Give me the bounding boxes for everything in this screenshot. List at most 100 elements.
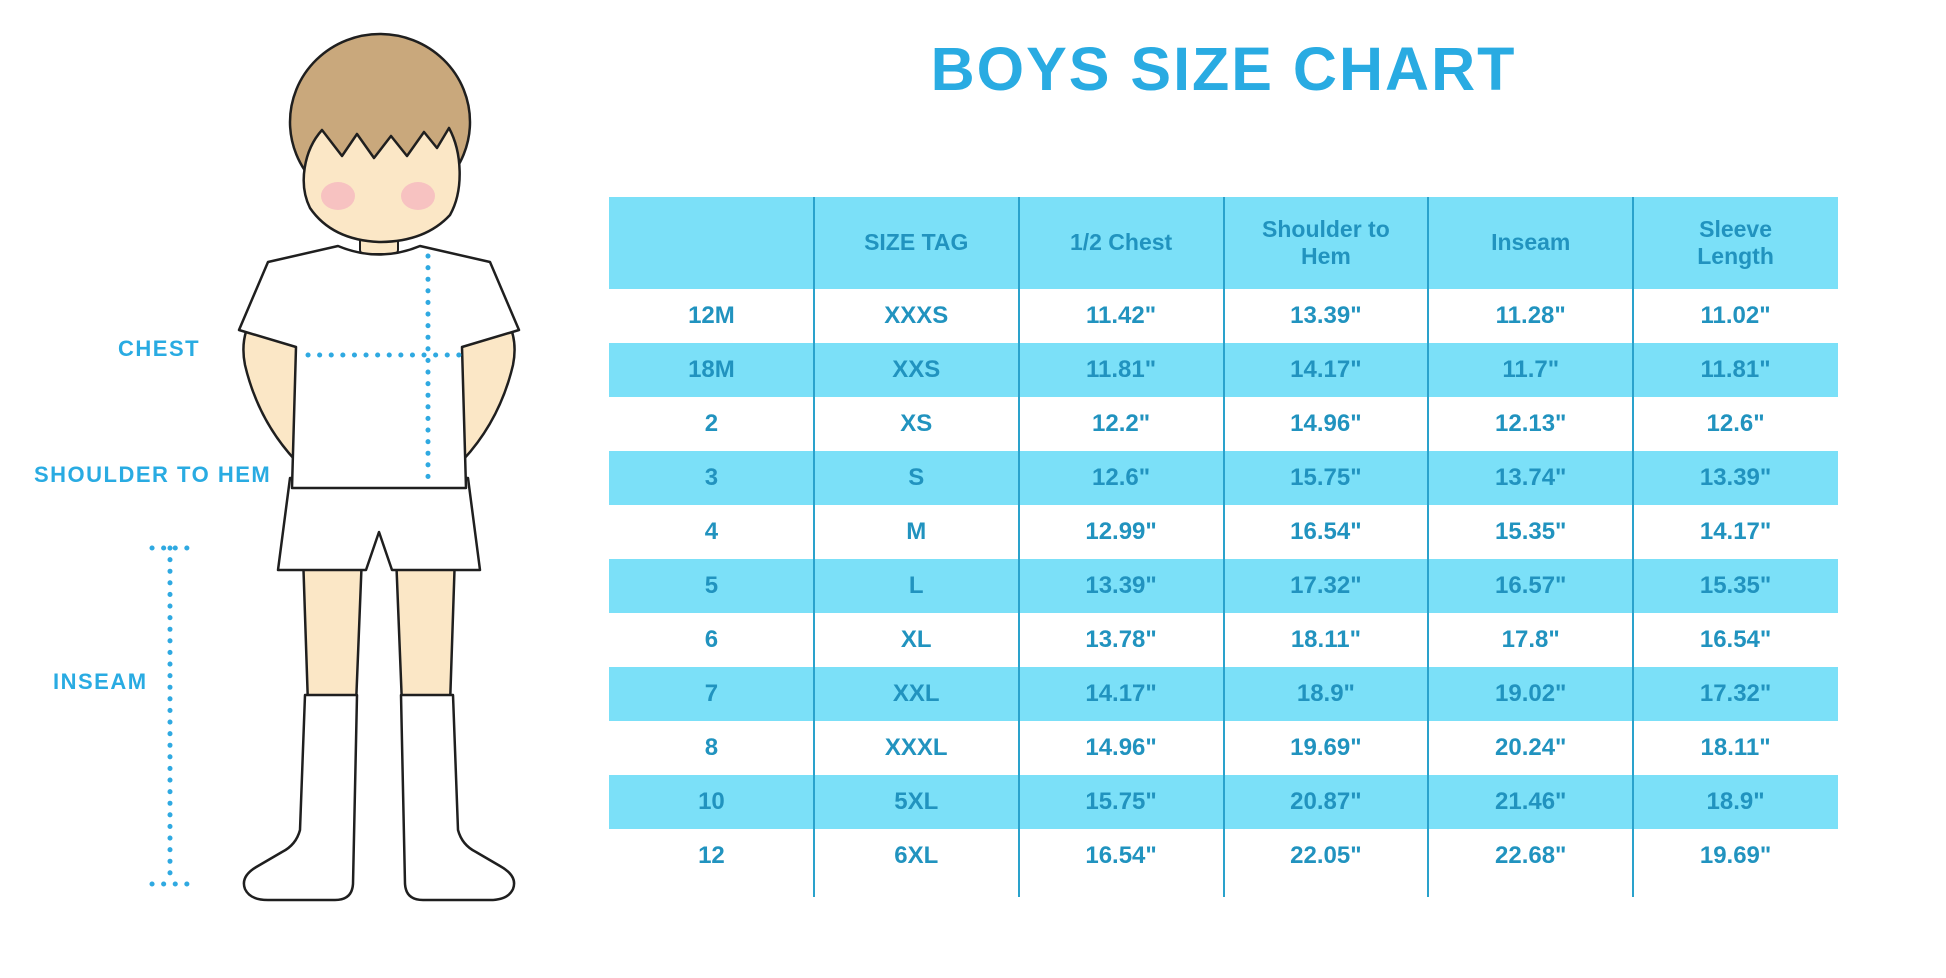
measurement-cell: 11.81" (1018, 343, 1224, 397)
measurement-cell: XXS (813, 343, 1019, 397)
measurement-cell: 14.17" (1633, 505, 1838, 559)
measurement-cell: 15.35" (1633, 559, 1838, 613)
measurement-cell: XL (813, 613, 1019, 667)
measurement-cell: XS (813, 397, 1019, 451)
row-size-label: 3 (609, 451, 814, 505)
measurement-cell: 18.9" (1633, 775, 1838, 829)
measurement-cell: 11.7" (1428, 343, 1634, 397)
measurement-cell: XXXS (813, 289, 1019, 343)
measurement-cell: 5XL (813, 775, 1019, 829)
measurement-cell: M (813, 505, 1019, 559)
measurement-cell: 13.39" (1018, 559, 1224, 613)
column-divider (1017, 197, 1020, 897)
column-header: 1/2 Chest (1018, 197, 1224, 289)
measurement-cell: 16.54" (1223, 505, 1429, 559)
row-size-label: 8 (609, 721, 814, 775)
measurement-cell: 12.6" (1018, 451, 1224, 505)
table-row: 6 XL 13.78" 18.11" 17.8" 16.54" (609, 613, 1838, 667)
column-divider (1427, 197, 1430, 897)
measurement-cell: 12.2" (1018, 397, 1224, 451)
table-row: 12 6XL 16.54" 22.05" 22.68" 19.69" (609, 829, 1838, 883)
column-header: Inseam (1428, 197, 1634, 289)
row-size-label: 18M (609, 343, 814, 397)
table-row: 18M XXS 11.81" 14.17" 11.7" 11.81" (609, 343, 1838, 397)
measurement-cell: 16.57" (1428, 559, 1634, 613)
row-size-label: 6 (609, 613, 814, 667)
table-row: 4 M 12.99" 16.54" 15.35" 14.17" (609, 505, 1838, 559)
table-row: 12M XXXS 11.42" 13.39" 11.28" 11.02" (609, 289, 1838, 343)
size-table-body: 12M XXXS 11.42" 13.39" 11.28" 11.02" 18M XXS 11.… (609, 289, 1838, 883)
inseam-label: INSEAM (53, 669, 148, 694)
measurement-cell: 13.78" (1018, 613, 1224, 667)
table-row: 2 XS 12.2" 14.96" 12.13" 12.6" (609, 397, 1838, 451)
measurement-cell: 6XL (813, 829, 1019, 883)
boy-face (302, 126, 461, 244)
measurement-cell: 16.54" (1633, 613, 1838, 667)
column-header: SIZE TAG (813, 197, 1019, 289)
table-row: 7 XXL 14.17" 18.9" 19.02" 17.32" (609, 667, 1838, 721)
column-header: Sleeve Length (1633, 197, 1838, 289)
measurement-cell: S (813, 451, 1019, 505)
measurement-cell: 15.75" (1018, 775, 1224, 829)
measurement-cell: 14.96" (1223, 397, 1429, 451)
measurement-cell: 15.35" (1428, 505, 1634, 559)
boy-leg-right (394, 553, 457, 707)
measurement-cell: 11.42" (1018, 289, 1224, 343)
boy-sock-right (399, 693, 516, 902)
measurement-cell: XXL (813, 667, 1019, 721)
row-size-label: 2 (609, 397, 814, 451)
row-size-label: 5 (609, 559, 814, 613)
measurement-cell: 18.11" (1633, 721, 1838, 775)
measurement-cell: 15.75" (1223, 451, 1429, 505)
measurement-cell: 13.39" (1633, 451, 1838, 505)
measurement-cell: L (813, 559, 1019, 613)
page-title: BOYS SIZE CHART (930, 35, 1517, 103)
row-size-label: 4 (609, 505, 814, 559)
table-row: 8 XXXL 14.96" 19.69" 20.24" 18.11" (609, 721, 1838, 775)
row-size-label: 7 (609, 667, 814, 721)
row-size-label: 12M (609, 289, 814, 343)
boy-figure-drawing (149, 32, 521, 902)
shoulder-to-hem-label: SHOULDER TO HEM (34, 462, 272, 487)
measurement-cell: 12.6" (1633, 397, 1838, 451)
measurement-cell: 17.8" (1428, 613, 1634, 667)
table-row: 5 L 13.39" 17.32" 16.57" 15.35" (609, 559, 1838, 613)
size-table-head-row: SIZE TAG 1/2 Chest Shoulder to Hem Inseam Sl… (609, 197, 1838, 289)
measurement-cell: XXXL (813, 721, 1019, 775)
boy-tshirt (237, 244, 521, 490)
boy-measurement-illustration: CHEST SHOULDER TO HEM INSEAM (0, 0, 560, 973)
table-row: 3 S 12.6" 15.75" 13.74" 13.39" (609, 451, 1838, 505)
row-size-label: 10 (609, 775, 814, 829)
measurement-cell: 14.17" (1223, 343, 1429, 397)
measurement-cell: 20.87" (1223, 775, 1429, 829)
measurement-cell: 22.68" (1428, 829, 1634, 883)
measurement-cell: 18.11" (1223, 613, 1429, 667)
measurement-cell: 18.9" (1223, 667, 1429, 721)
measurement-cell: 11.02" (1633, 289, 1838, 343)
column-divider (812, 197, 815, 897)
measurement-cell: 21.46" (1428, 775, 1634, 829)
measurement-cell: 12.13" (1428, 397, 1634, 451)
measurement-cell: 14.17" (1018, 667, 1224, 721)
measurement-cell: 17.32" (1223, 559, 1429, 613)
measurement-cell: 16.54" (1018, 829, 1224, 883)
measurement-cell: 11.81" (1633, 343, 1838, 397)
measurement-cell: 17.32" (1633, 667, 1838, 721)
measurement-cell: 13.74" (1428, 451, 1634, 505)
measurement-cell: 19.02" (1428, 667, 1634, 721)
boy-cheek-left (321, 182, 355, 210)
measurement-cell: 19.69" (1633, 829, 1838, 883)
column-header: Shoulder to Hem (1223, 197, 1429, 289)
boy-cheek-right (401, 182, 435, 210)
column-divider (1222, 197, 1225, 897)
boy-shorts (276, 476, 482, 572)
measurement-cell: 11.28" (1428, 289, 1634, 343)
column-divider (1632, 197, 1635, 897)
measurement-guides (149, 253, 469, 887)
measurement-cell: 22.05" (1223, 829, 1429, 883)
chest-label: CHEST (118, 336, 201, 361)
measurement-cell: 19.69" (1223, 721, 1429, 775)
size-chart-table: SIZE TAG 1/2 Chest Shoulder to Hem Inseam Sl… (609, 197, 1838, 883)
size-chart-table-container: SIZE TAG 1/2 Chest Shoulder to Hem Inseam Sl… (609, 197, 1838, 897)
column-header (609, 197, 814, 289)
